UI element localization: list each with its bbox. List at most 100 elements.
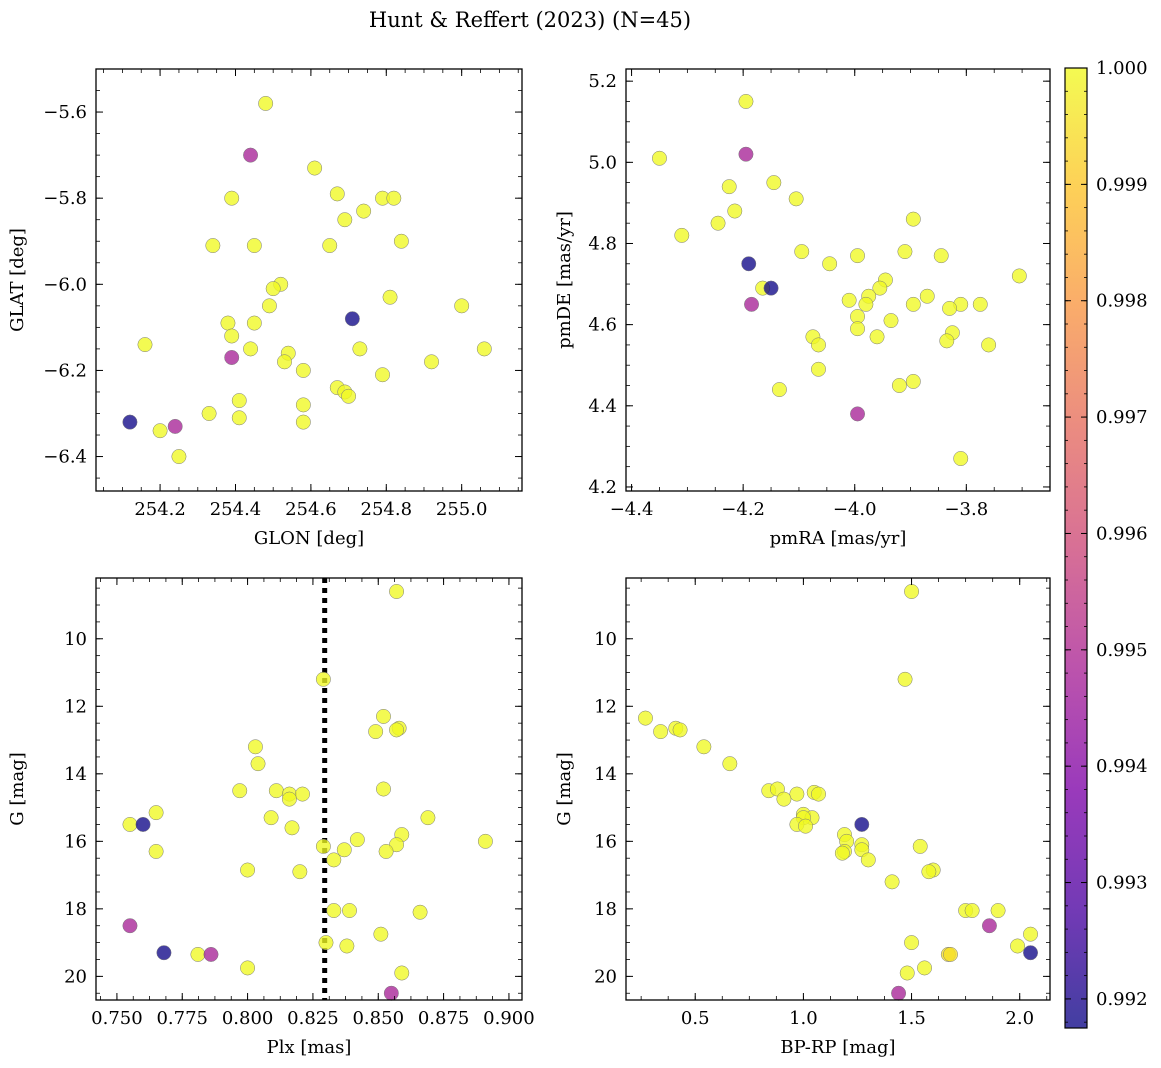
panel-2: −4.4 −4.2 −4.0 −3.8 4.2 4.4 4.6 4.8 5.0 5.2 pmRA […: [554, 68, 1051, 549]
data-point: [860, 852, 876, 868]
x-tick-label-0p875: 0.875: [418, 1008, 470, 1029]
data-point: [190, 946, 206, 962]
y-axis-label: G [mag]: [7, 752, 28, 825]
data-point: [899, 965, 915, 981]
data-point: [375, 367, 390, 383]
panel-1: 254.2 254.4 254.6 254.8 255.0 −5.6 −5.8 −6.0 −6.…: [7, 68, 523, 549]
data-point: [672, 722, 688, 738]
data-point: [277, 354, 292, 370]
data-point: [798, 818, 814, 834]
x-axis-label: Plx [mas]: [267, 1037, 352, 1058]
data-point: [722, 756, 738, 772]
data-point: [850, 248, 865, 264]
data-point: [137, 337, 153, 353]
data-point: [243, 147, 259, 163]
data-point: [295, 414, 311, 430]
data-point: [763, 280, 779, 296]
data-point: [231, 393, 247, 409]
y-tick-label-10: 10: [64, 629, 87, 650]
y-tick-label-m6p4: −6.4: [43, 447, 87, 468]
colorbar-tick-label-0p993: 0.993: [1096, 873, 1148, 894]
y-tick-label-14: 14: [594, 764, 617, 785]
data-point: [789, 786, 805, 802]
data-point: [389, 584, 405, 599]
data-point: [696, 739, 712, 755]
data-point: [201, 406, 217, 421]
data-point: [766, 175, 782, 191]
axes-frame: [625, 577, 1051, 1001]
data-point: [342, 903, 357, 918]
x-tick-label-0p8: 0.800: [222, 1008, 274, 1029]
data-point: [897, 244, 913, 260]
data-point: [834, 845, 850, 861]
data-point: [744, 296, 759, 312]
data-point: [905, 296, 921, 312]
data-point: [220, 315, 236, 331]
data-point: [883, 313, 899, 329]
x-tick-label-1p5: 1.5: [897, 1008, 926, 1029]
data-point: [990, 903, 1006, 918]
data-point: [981, 918, 997, 934]
x-axis-label: GLON [deg]: [254, 528, 364, 549]
data-point: [352, 341, 368, 357]
y-tick-label-10: 10: [594, 629, 617, 650]
y-tick-label-4p6: 4.6: [588, 315, 617, 336]
data-point: [771, 382, 787, 398]
x-tick-label-0p75: 0.750: [91, 1008, 143, 1029]
x-tick-label-m4p2: −4.2: [721, 499, 765, 520]
data-point: [905, 211, 921, 227]
data-point: [420, 810, 436, 826]
colorbar-tick-label-1: 1.000: [1096, 58, 1148, 79]
colorbar-frame: [1064, 67, 1088, 1029]
y-tick-label-12: 12: [64, 696, 87, 717]
data-point: [917, 960, 932, 976]
data-point: [953, 451, 969, 466]
data-point: [326, 903, 342, 918]
data-point: [933, 248, 949, 264]
data-point: [981, 337, 997, 353]
scatter-points: [638, 584, 1038, 1001]
data-point: [942, 300, 958, 316]
x-tick-label-254p6: 254.6: [285, 499, 337, 520]
data-point: [247, 739, 263, 755]
colorbar-tick-label-0p998: 0.998: [1096, 291, 1148, 312]
y-axis-label: GLAT [deg]: [7, 228, 28, 332]
data-point: [246, 315, 262, 331]
y-tick-label-4p8: 4.8: [588, 233, 617, 254]
data-point: [265, 281, 281, 297]
colorbar-tick-label-0p997: 0.997: [1096, 407, 1148, 428]
data-point: [738, 94, 754, 109]
data-point: [869, 329, 885, 345]
data-point: [373, 926, 389, 942]
data-point: [284, 820, 300, 836]
data-point: [122, 414, 138, 430]
x-tick-label-0p5: 0.5: [681, 1008, 710, 1029]
data-point: [943, 946, 958, 962]
data-point: [135, 816, 151, 832]
x-tick-label-254p8: 254.8: [361, 499, 413, 520]
data-point: [424, 354, 439, 370]
y-tick-label-16: 16: [594, 831, 617, 852]
data-point: [224, 350, 240, 365]
data-point: [376, 708, 391, 724]
data-point: [638, 710, 653, 726]
y-tick-label-18: 18: [594, 899, 617, 920]
x-tick-label-m3p8: −3.8: [944, 499, 988, 520]
data-point: [939, 333, 955, 349]
x-axis-label: BP-RP [mag]: [780, 1037, 895, 1058]
data-point: [794, 244, 810, 260]
y-tick-label-4p4: 4.4: [588, 396, 617, 417]
data-point: [1010, 938, 1026, 954]
colorbar: 0.992 0.993 0.994 0.995 0.996 0.997 0.998 0.999…: [1064, 58, 1148, 1029]
data-point: [122, 816, 138, 832]
data-point: [921, 864, 937, 880]
data-point: [652, 150, 667, 166]
y-tick-label-12: 12: [594, 696, 617, 717]
data-point: [263, 810, 279, 826]
y-tick-label-18: 18: [64, 899, 87, 920]
y-tick-label-m6: −6.0: [43, 274, 87, 295]
y-tick-label-m5p6: −5.6: [43, 102, 87, 123]
data-point: [383, 985, 399, 1001]
data-point: [307, 160, 323, 176]
data-point: [156, 945, 172, 961]
